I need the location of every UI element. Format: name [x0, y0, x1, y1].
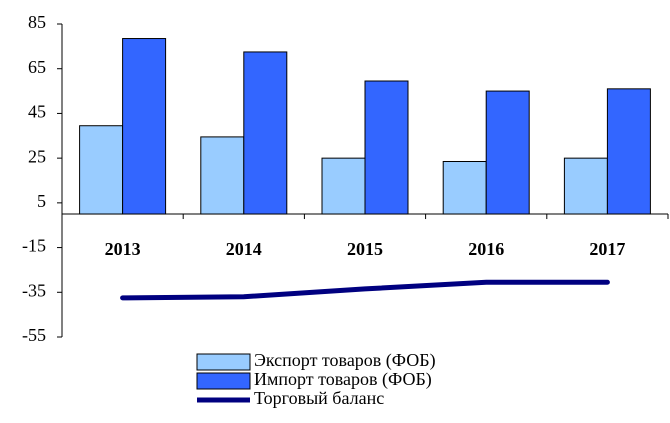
legend-swatch — [196, 372, 251, 390]
bar — [442, 160, 487, 215]
y-tick-label: 45 — [28, 102, 46, 122]
y-tick-label: 5 — [37, 191, 46, 211]
y-tick-label: 25 — [28, 146, 46, 166]
bar — [122, 38, 167, 215]
y-tick-label: -15 — [22, 236, 46, 256]
bar — [200, 136, 245, 215]
y-tick-label: -55 — [22, 325, 46, 345]
legend-label: Импорт товаров (ФОБ) — [254, 369, 432, 390]
bar — [364, 80, 409, 215]
bar — [485, 90, 530, 215]
x-tick-label: 2015 — [347, 239, 383, 259]
line — [120, 279, 610, 301]
bar — [243, 51, 288, 215]
y-tick-label: 65 — [28, 57, 46, 77]
bar — [79, 125, 124, 215]
legend-swatch — [196, 353, 251, 371]
bar — [606, 88, 651, 215]
x-tick-label: 2017 — [589, 239, 625, 259]
x-tick-label: 2014 — [226, 239, 262, 259]
y-tick-label: 85 — [28, 12, 46, 32]
bar — [321, 157, 366, 215]
legend-label: Торговый баланс — [254, 388, 384, 408]
bar — [563, 157, 608, 215]
y-tick-label: -35 — [22, 280, 46, 300]
legend-label: Экспорт товаров (ФОБ) — [254, 350, 436, 371]
x-tick-label: 2016 — [468, 239, 504, 259]
x-tick-label: 2013 — [105, 239, 141, 259]
